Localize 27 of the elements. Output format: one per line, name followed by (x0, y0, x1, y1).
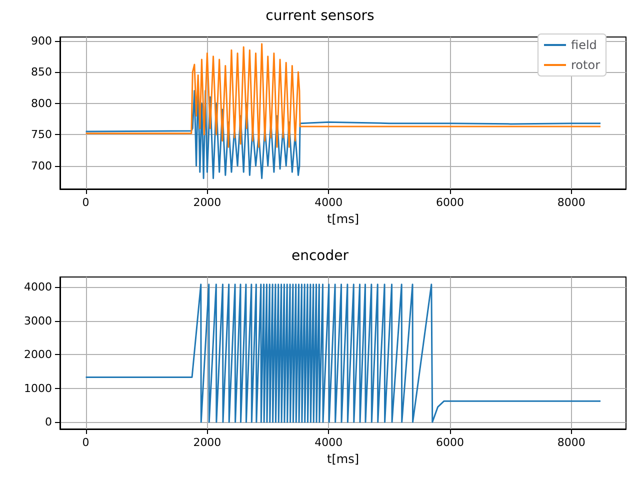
x-tick-label: 4000 (314, 196, 343, 209)
x-axis-title: t[ms] (326, 212, 360, 226)
y-tick-label: 850 (31, 66, 52, 79)
x-tick-label: 2000 (193, 436, 222, 449)
x-tick-label: 4000 (314, 436, 343, 449)
x-axis-title: t[ms] (326, 452, 360, 466)
x-tick-label: 2000 (193, 196, 222, 209)
x-tick-label: 6000 (436, 436, 464, 449)
y-tick-label: 3000 (24, 314, 52, 328)
x-tick-label: 8000 (557, 436, 586, 449)
chart-title: encoder (291, 248, 349, 264)
y-tick-label: 2000 (24, 348, 52, 362)
y-tick-label: 0 (45, 416, 52, 429)
legend-label: field (571, 38, 597, 52)
y-tick-label: 4000 (24, 280, 52, 294)
line-series (85, 284, 602, 423)
x-tick-label: 8000 (557, 196, 586, 209)
legend-label: rotor (571, 58, 600, 72)
y-tick-label: 700 (31, 159, 52, 172)
y-tick-label: 800 (31, 96, 52, 110)
chart-title: current sensors (266, 8, 374, 24)
x-tick-label: 0 (82, 436, 90, 449)
x-tick-label: 6000 (436, 196, 464, 209)
y-tick-label: 750 (31, 128, 52, 142)
x-tick-label: 0 (82, 196, 90, 209)
y-tick-label: 1000 (24, 382, 52, 395)
y-tick-label: 900 (31, 34, 52, 48)
